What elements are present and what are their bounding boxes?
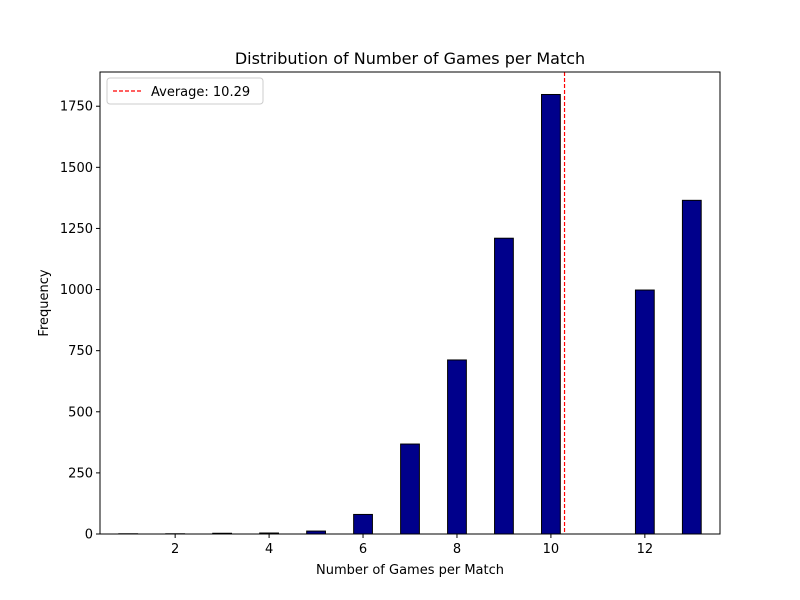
legend-box xyxy=(106,77,264,105)
y-tick-label: 250 xyxy=(68,466,93,481)
x-tick-label: 10 xyxy=(543,542,560,557)
bar xyxy=(400,443,420,535)
y-tick-label: 1000 xyxy=(60,283,93,298)
bar xyxy=(541,93,561,535)
legend-average-label: Average: 10.29 xyxy=(151,85,250,100)
bar xyxy=(447,359,467,535)
x-tick-label: 6 xyxy=(359,542,367,557)
plot-frame xyxy=(99,71,721,535)
bar xyxy=(634,289,655,535)
x-axis-ticks: 2 4 6 8 10 12 xyxy=(171,534,653,557)
y-axis-ticks: 0 250 500 750 1000 1250 1500 1750 xyxy=(60,100,100,543)
bars-group xyxy=(118,93,702,535)
y-tick-label: 1250 xyxy=(60,222,93,237)
y-tick-label: 1500 xyxy=(60,161,93,176)
bar xyxy=(681,199,702,535)
y-tick-label: 750 xyxy=(68,344,93,359)
y-tick-label: 500 xyxy=(68,405,93,420)
x-tick-label: 4 xyxy=(265,542,273,557)
x-axis-label: Number of Games per Match xyxy=(316,563,504,578)
x-tick-label: 2 xyxy=(171,542,179,557)
x-tick-label: 12 xyxy=(637,542,654,557)
x-tick-label: 8 xyxy=(453,542,461,557)
chart-title: Distribution of Number of Games per Matc… xyxy=(235,49,585,68)
y-tick-label: 1750 xyxy=(60,100,93,115)
y-axis-label: Frequency xyxy=(37,269,52,336)
bar xyxy=(494,237,514,535)
legend: Average: 10.29 xyxy=(106,77,264,105)
y-tick-label: 0 xyxy=(85,528,93,543)
bar xyxy=(353,513,373,535)
